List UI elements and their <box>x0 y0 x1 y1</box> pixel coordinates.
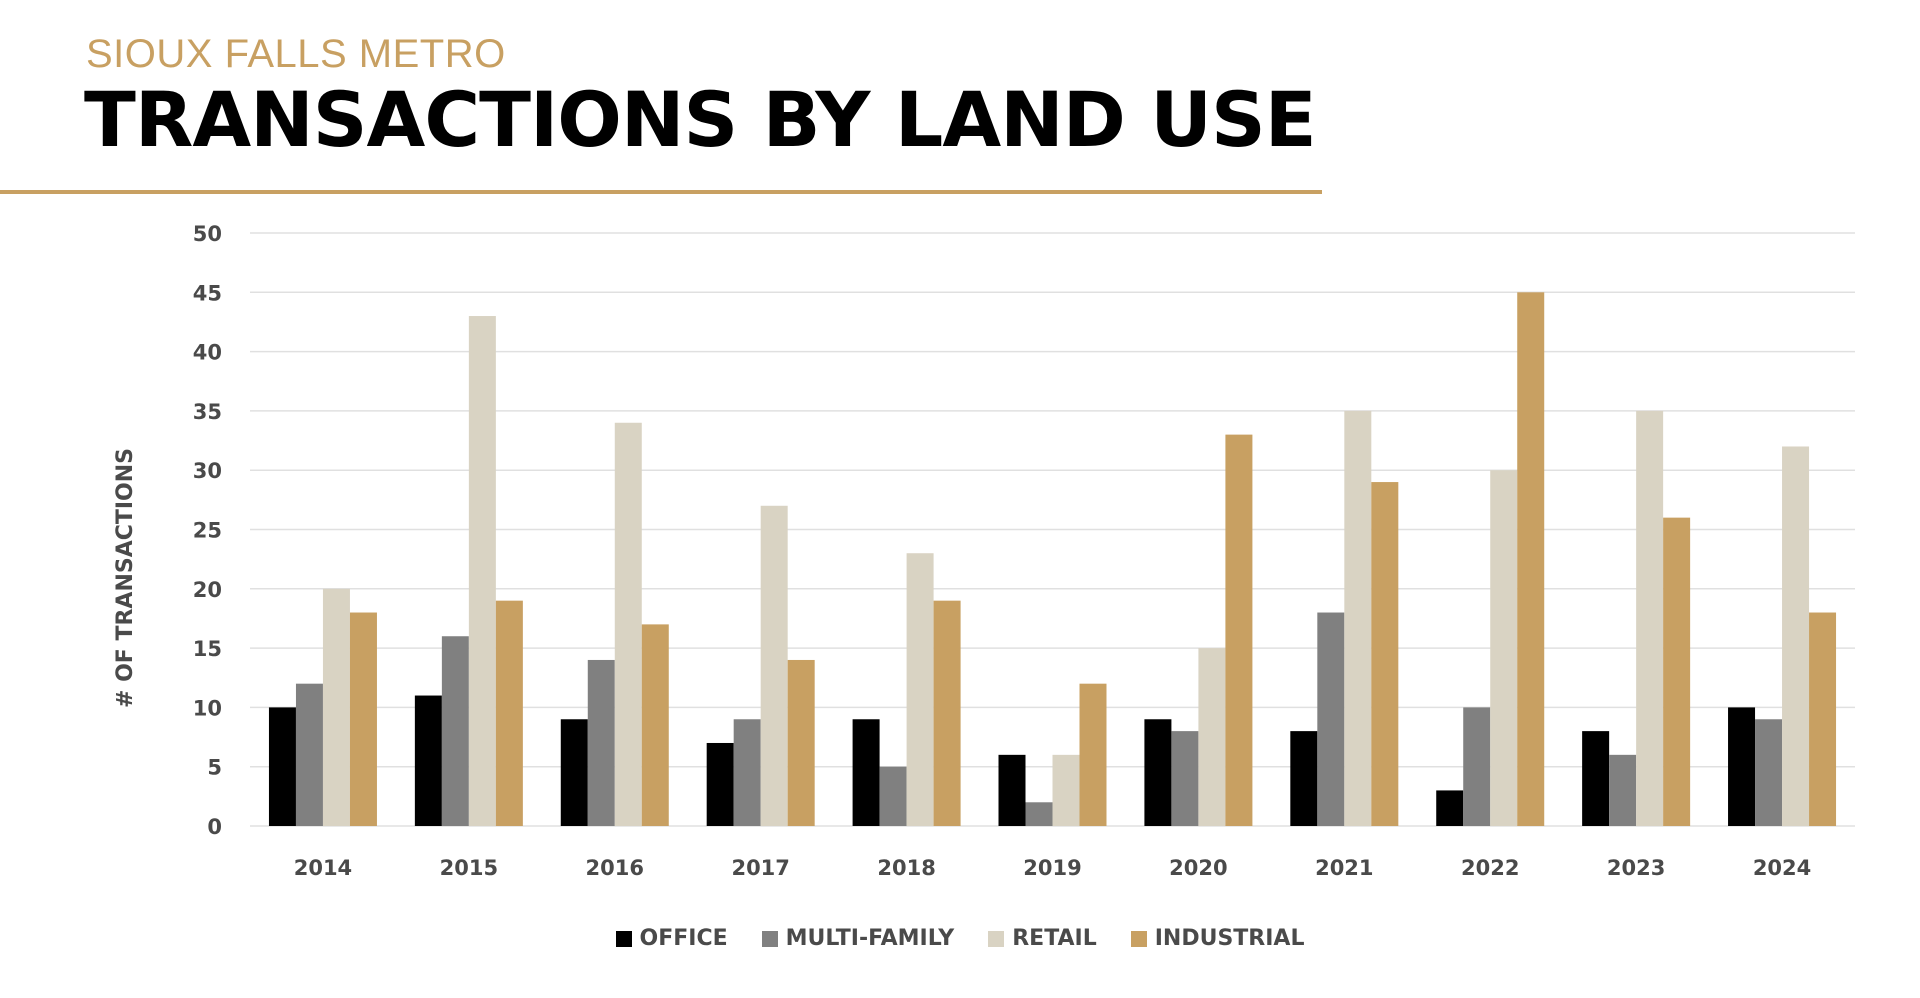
bar-office-2024 <box>1728 707 1756 826</box>
report-subtitle: SIOUX FALLS METRO <box>86 32 506 76</box>
bar-multi-family-2024 <box>1755 719 1783 826</box>
legend-label: MULTI-FAMILY <box>785 926 955 951</box>
bar-office-2016 <box>560 719 588 826</box>
bar-office-2019 <box>998 754 1026 826</box>
bar-industrial-2019 <box>1079 683 1107 826</box>
legend-item-industrial: INDUSTRIAL <box>1130 926 1305 951</box>
bar-industrial-2021 <box>1371 482 1399 826</box>
bar-office-2017 <box>706 742 734 826</box>
y-tick-label: 20 <box>193 578 222 602</box>
y-tick-label: 40 <box>193 341 222 365</box>
bar-multi-family-2023 <box>1609 754 1637 826</box>
x-tick-label: 2015 <box>440 856 498 880</box>
bar-retail-2024 <box>1782 446 1810 826</box>
bar-office-2020 <box>1144 719 1172 826</box>
bar-office-2022 <box>1436 790 1464 826</box>
title-underline-divider <box>0 190 1322 194</box>
bar-office-2018 <box>852 719 880 826</box>
legend-item-multi-family: MULTI-FAMILY <box>761 926 955 951</box>
bar-retail-2015 <box>468 316 496 826</box>
bar-retail-2020 <box>1198 648 1226 826</box>
x-tick-label: 2019 <box>1023 856 1081 880</box>
legend-item-retail: RETAIL <box>988 926 1097 951</box>
chart-legend: OFFICE MULTI-FAMILY RETAIL INDUSTRIAL <box>0 926 1920 951</box>
bar-retail-2017 <box>760 505 788 826</box>
bar-office-2014 <box>268 707 296 826</box>
bar-industrial-2016 <box>641 624 669 826</box>
y-tick-label: 25 <box>193 519 222 543</box>
bar-multi-family-2019 <box>1025 802 1053 826</box>
legend-item-office: OFFICE <box>615 926 728 951</box>
y-tick-label: 10 <box>193 696 222 720</box>
bar-retail-2014 <box>322 588 350 826</box>
y-axis-ticks: 0 5 10 15 20 25 30 35 40 45 50 <box>193 222 222 839</box>
bar-retail-2021 <box>1344 410 1372 826</box>
y-tick-label: 35 <box>193 400 222 424</box>
legend-label: RETAIL <box>1012 926 1097 951</box>
legend-label: INDUSTRIAL <box>1154 926 1305 951</box>
x-axis-ticks: 2014 2015 2016 2017 2018 2019 2020 2021 2022 2023… <box>294 856 1812 880</box>
bar-office-2023 <box>1582 731 1610 826</box>
y-tick-label: 0 <box>207 815 222 839</box>
bar-retail-2019 <box>1052 754 1080 826</box>
bar-industrial-2023 <box>1663 517 1691 826</box>
bar-industrial-2022 <box>1517 292 1545 826</box>
legend-swatch <box>988 930 1005 947</box>
bar-multi-family-2022 <box>1463 707 1491 826</box>
page-title: TRANSACTIONS BY LAND USE <box>84 75 1317 164</box>
bar-industrial-2018 <box>933 600 961 826</box>
y-tick-label: 50 <box>193 222 222 246</box>
bar-retail-2016 <box>614 422 642 826</box>
x-tick-label: 2017 <box>731 856 789 880</box>
y-axis-title: # OF TRANSACTIONS <box>113 448 138 708</box>
x-tick-label: 2024 <box>1753 856 1811 880</box>
bar-multi-family-2015 <box>441 636 469 826</box>
y-tick-label: 30 <box>193 459 222 483</box>
y-tick-label: 5 <box>207 756 222 780</box>
x-tick-label: 2020 <box>1169 856 1227 880</box>
legend-label: OFFICE <box>639 926 728 951</box>
bar-multi-family-2020 <box>1171 731 1199 826</box>
y-tick-label: 45 <box>193 281 222 305</box>
bar-retail-2023 <box>1636 410 1664 826</box>
bar-industrial-2020 <box>1225 434 1253 826</box>
bar-industrial-2024 <box>1809 612 1837 826</box>
x-tick-label: 2022 <box>1461 856 1519 880</box>
legend-swatch <box>761 930 778 947</box>
bar-industrial-2015 <box>495 600 523 826</box>
x-tick-label: 2021 <box>1315 856 1373 880</box>
bar-office-2021 <box>1290 731 1318 826</box>
x-tick-label: 2018 <box>877 856 935 880</box>
bar-office-2015 <box>414 695 442 826</box>
bar-multi-family-2017 <box>733 719 761 826</box>
bars <box>268 292 1837 826</box>
bar-retail-2018 <box>906 553 934 826</box>
x-tick-label: 2014 <box>294 856 352 880</box>
bar-industrial-2014 <box>349 612 377 826</box>
legend-swatch <box>615 930 632 947</box>
bar-multi-family-2016 <box>587 659 615 826</box>
bar-retail-2022 <box>1490 470 1518 826</box>
y-tick-label: 15 <box>193 637 222 661</box>
x-tick-label: 2023 <box>1607 856 1665 880</box>
legend-swatch <box>1130 930 1147 947</box>
x-tick-label: 2016 <box>586 856 644 880</box>
bar-multi-family-2014 <box>295 683 323 826</box>
bar-multi-family-2021 <box>1317 612 1345 826</box>
bar-industrial-2017 <box>787 659 815 826</box>
gridlines <box>250 232 1855 827</box>
bar-multi-family-2018 <box>879 766 907 826</box>
